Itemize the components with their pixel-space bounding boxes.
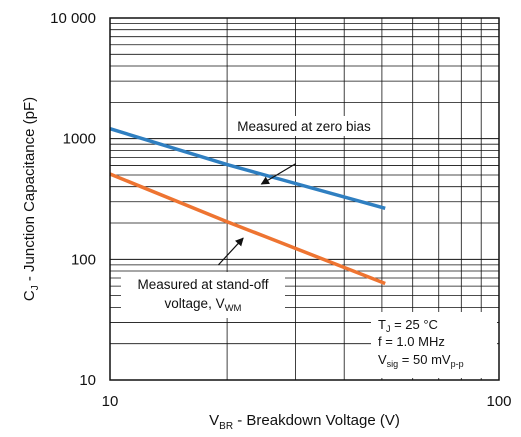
x-tick-label: 100 — [486, 393, 511, 410]
x-axis-title-sub: BR — [219, 421, 233, 432]
plot-frame — [109, 17, 500, 381]
condition-vsig-sub: sig — [387, 359, 399, 369]
y-tick-label: 100 — [71, 251, 96, 268]
zero-bias-label: Measured at zero bias — [237, 119, 371, 134]
x-axis-title-rest: - Breakdown Voltage (V) — [233, 412, 400, 429]
zero-bias-arrow — [260, 163, 296, 185]
standoff-label-line2-main: voltage, V — [165, 296, 225, 311]
y-axis-title: CJ - Junction Capacitance (pF) — [21, 97, 41, 301]
condition-vsig-sub2: p-p — [451, 359, 464, 369]
series-line-2 — [109, 172, 386, 286]
x-tick-label: 10 — [102, 393, 119, 410]
standoff-label-bg — [121, 272, 285, 318]
condition-vsig-main: V — [378, 352, 387, 367]
series-line-1 — [109, 127, 386, 210]
condition-vsig-rest: = 50 mV — [398, 352, 451, 367]
y-axis-title-rest: - Junction Capacitance (pF) — [21, 97, 38, 285]
y-tick-label: 1000 — [63, 131, 96, 148]
standoff-label-line2-sub: WM — [225, 303, 242, 314]
y-tick-label: 10 — [79, 372, 96, 389]
series-layer — [109, 127, 386, 286]
condition-tj-sub: J — [386, 324, 391, 334]
conditions-box — [371, 312, 497, 378]
standoff-label-line1: Measured at stand-off — [137, 277, 268, 292]
y-axis-title-main: C — [21, 290, 38, 301]
condition-tj: TJ = 25 °C — [378, 317, 438, 334]
condition-tj-rest: = 25 °C — [390, 317, 437, 332]
condition-tj-main: T — [378, 317, 386, 332]
tick-labels: 10 100 10 100 1000 10 000 — [50, 10, 511, 410]
standoff-arrow — [217, 237, 244, 266]
condition-f: f = 1.0 MHz — [378, 334, 445, 349]
y-axis-title-sub: J — [30, 285, 41, 290]
x-axis-title: VBR - Breakdown Voltage (V) — [209, 412, 400, 432]
condition-vsig: Vsig = 50 mVp-p — [378, 352, 464, 369]
x-axis-title-main: V — [209, 412, 219, 429]
standoff-label-line2: voltage, VWM — [165, 296, 242, 314]
y-tick-label: 10 000 — [50, 10, 96, 27]
zero-bias-label-bg — [228, 116, 380, 136]
